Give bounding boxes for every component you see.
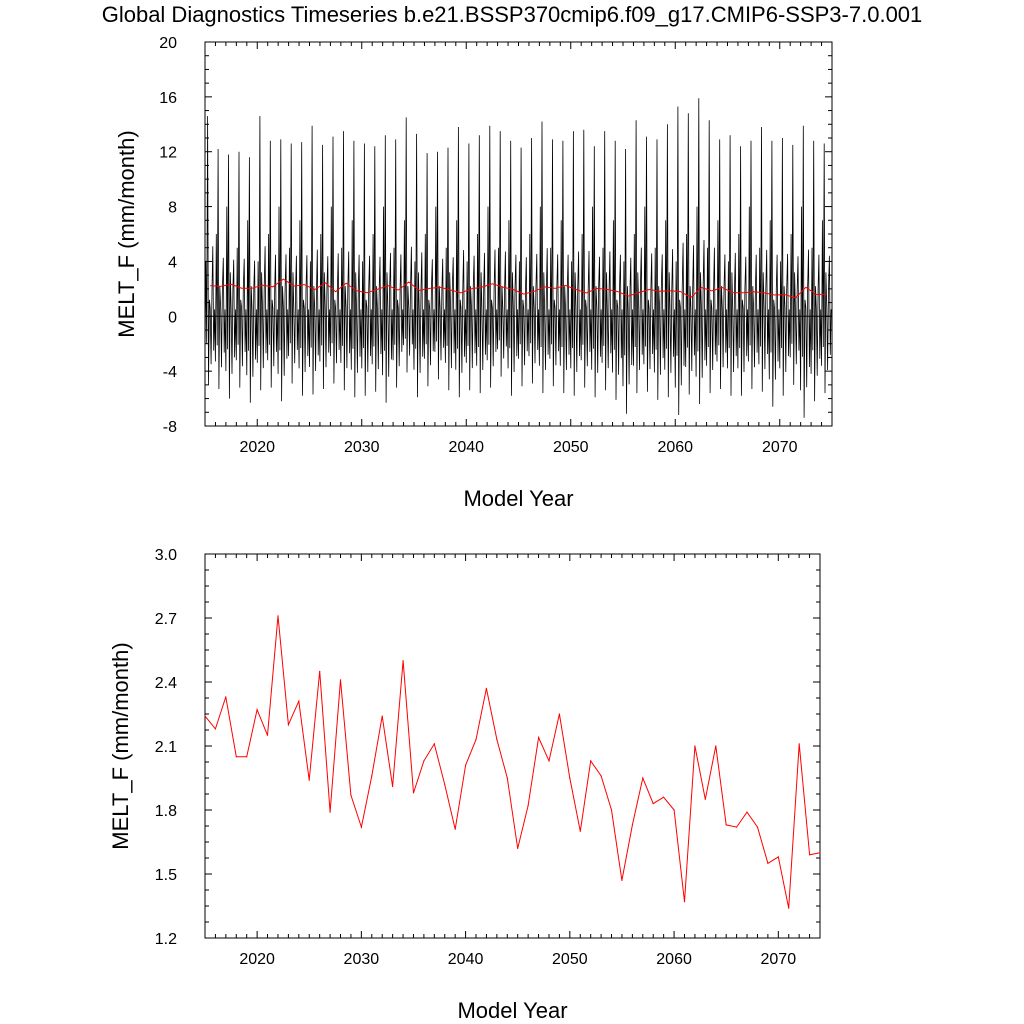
x-tick-label: 2060: [656, 951, 692, 968]
data-point: [548, 760, 550, 762]
data-point: [454, 828, 456, 830]
x-tick-label: 2040: [448, 439, 484, 456]
data-point: [235, 756, 237, 758]
data-point: [725, 824, 727, 826]
plot-frame: [204, 553, 821, 939]
y-tick-label: 2.7: [155, 611, 177, 628]
data-point: [642, 777, 644, 779]
y-tick-label: 2.4: [155, 675, 177, 692]
x-tick-label: 2040: [448, 951, 484, 968]
figure-title: Global Diagnostics Timeseries b.e21.BSSP…: [101, 2, 923, 27]
data-point: [756, 826, 759, 828]
x-axis-label: Model Year: [463, 486, 573, 511]
data-point: [277, 615, 279, 617]
data-point: [339, 679, 342, 681]
x-tick-label: 2070: [762, 439, 798, 456]
data-point: [256, 709, 258, 711]
y-tick-label: 1.8: [155, 803, 177, 820]
x-tick-label: 2050: [552, 951, 588, 968]
data-point: [569, 777, 571, 779]
x-axis-label: Model Year: [457, 998, 567, 1023]
data-point: [350, 794, 352, 796]
y-axis-label: MELT_F (mm/month): [108, 642, 133, 849]
data-point: [360, 826, 362, 828]
data-point: [590, 760, 592, 762]
data-point: [423, 760, 425, 762]
data-point: [298, 700, 300, 702]
annual-mean-series-line: [210, 278, 827, 299]
data-point: [475, 739, 477, 741]
x-tick-label: 2050: [553, 439, 589, 456]
data-point: [579, 830, 581, 832]
data-point: [214, 728, 216, 730]
y-tick-label: 0: [168, 309, 177, 326]
data-point: [652, 803, 654, 805]
data-point: [246, 756, 248, 758]
y-tick-label: 8: [168, 200, 177, 217]
top-chart: 2020 2030 2040 2050 2060 2070 -8 -4 0 4 8 12 16 20 Mod…: [114, 35, 833, 511]
y-tick-label: 1.5: [155, 867, 177, 884]
data-point: [631, 824, 634, 826]
data-point: [392, 785, 394, 788]
x-tick-label: 2030: [344, 951, 380, 968]
data-point: [663, 796, 665, 798]
data-point: [266, 734, 269, 736]
bottom-chart: 2020 2030 2040 2050 2060 2070 1.2 1.5 1.8 2.1 2.4 2…: [108, 547, 821, 1023]
x-tick-label: 2020: [239, 951, 275, 968]
data-point: [621, 879, 623, 882]
data-point: [329, 811, 331, 813]
data-point: [715, 745, 717, 747]
data-point: [496, 739, 498, 741]
data-point: [777, 856, 779, 858]
data-point: [465, 764, 467, 766]
y-tick-label: 16: [159, 90, 177, 107]
data-point: [736, 826, 738, 828]
y-tick-label: -8: [163, 419, 177, 436]
data-point: [319, 670, 321, 672]
data-point: [287, 724, 289, 726]
data-point: [412, 792, 415, 794]
data-point: [225, 696, 227, 698]
y-tick-label: 20: [159, 35, 177, 52]
data-point: [402, 660, 404, 662]
data-point: [694, 745, 696, 747]
x-tick-label: 2070: [761, 951, 797, 968]
y-tick-label: 12: [159, 145, 177, 162]
data-point: [767, 862, 769, 864]
data-point: [371, 775, 373, 777]
data-point: [819, 852, 821, 854]
data-point: [798, 743, 800, 745]
y-tick-label: 1.2: [155, 931, 177, 948]
annual-mean-series-line: [204, 615, 821, 909]
data-point: [809, 854, 811, 856]
data-point: [746, 811, 748, 813]
data-point: [527, 805, 529, 807]
data-point: [444, 783, 446, 786]
data-point: [704, 798, 706, 800]
data-point: [788, 907, 790, 909]
data-point: [610, 809, 613, 811]
data-point: [204, 715, 206, 717]
data-point: [517, 847, 519, 850]
y-tick-label: 3.0: [155, 547, 177, 564]
y-axis-label: MELT_F (mm/month): [114, 130, 139, 337]
y-tick-label: -4: [163, 364, 177, 381]
x-tick-label: 2060: [657, 439, 693, 456]
y-tick-label: 2.1: [155, 739, 177, 756]
data-point: [683, 901, 686, 903]
data-point: [600, 775, 602, 777]
data-point: [381, 715, 383, 717]
data-point: [433, 743, 435, 745]
data-point: [558, 713, 561, 715]
data-point: [506, 777, 508, 779]
data-point: [485, 687, 487, 690]
x-tick-label: 2020: [239, 439, 275, 456]
data-point: [673, 809, 675, 811]
y-tick-label: 4: [168, 254, 177, 271]
data-point: [538, 736, 540, 739]
x-tick-label: 2030: [344, 439, 380, 456]
data-point: [308, 779, 310, 781]
monthly-series-line: [204, 98, 832, 418]
